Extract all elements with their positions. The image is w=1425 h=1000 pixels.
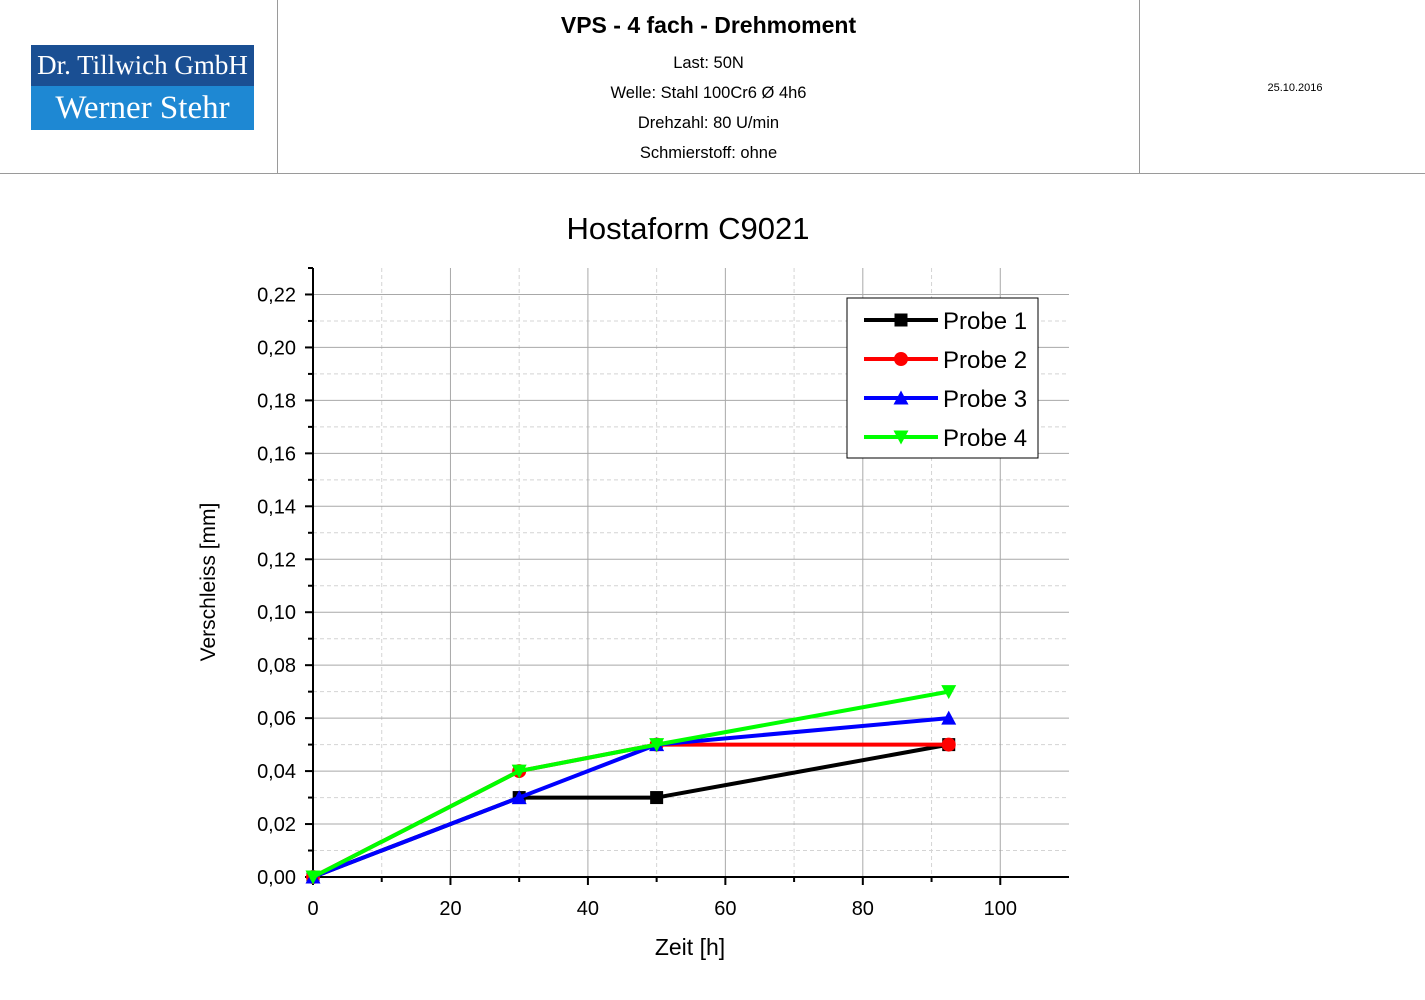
data-point-probe-4	[305, 870, 321, 885]
y-tick-label: 0,02	[257, 814, 296, 836]
data-point-probe-2	[941, 737, 956, 752]
legend-marker-probe-3	[893, 390, 909, 405]
legend-marker-probe-1	[894, 313, 908, 327]
legend-label-probe-1: Probe 1	[943, 308, 1027, 335]
data-point-probe-4	[511, 764, 527, 779]
data-point-probe-3	[941, 710, 957, 725]
legend-label-probe-2: Probe 2	[943, 347, 1027, 374]
report-title: VPS - 4 fach - Drehmoment	[560, 12, 857, 38]
logo-line1: Dr. Tillwich GmbH	[31, 45, 254, 86]
header-divider-right	[1139, 0, 1140, 173]
data-point-probe-1	[650, 791, 664, 805]
y-tick-label: 0,12	[257, 549, 296, 571]
series-line-probe-1	[312, 742, 950, 879]
x-tick-label: 80	[852, 898, 874, 920]
axes: 0 20 40 60 80 100 0,00 0,02 0,04 0,06 0,08 0,10 0,12…	[257, 267, 1069, 920]
x-tick-label: 20	[439, 898, 461, 920]
report-header: Dr. Tillwich GmbH Werner Stehr VPS - 4 f…	[0, 0, 1425, 174]
legend-marker-probe-2	[894, 352, 908, 366]
legend-label-probe-4: Probe 4	[943, 425, 1027, 452]
y-tick-label: 0,16	[257, 443, 296, 465]
y-tick-label: 0,00	[257, 867, 296, 889]
subtitle-load: Last: 50N	[673, 54, 744, 72]
series-line-probe-2	[312, 742, 949, 879]
y-tick-label: 0,18	[257, 390, 296, 412]
logo-line2: Werner Stehr	[31, 86, 254, 130]
series-line-probe-3	[312, 716, 949, 879]
data-point-probe-4	[941, 685, 957, 700]
x-axis-label: Zeit [h]	[655, 934, 725, 960]
x-tick-label: 40	[577, 898, 599, 920]
title-block: VPS - 4 fach - Drehmoment Last: 50N Well…	[278, 0, 1139, 168]
y-tick-label: 0,20	[257, 337, 296, 359]
company-logo: Dr. Tillwich GmbH Werner Stehr	[31, 45, 254, 130]
subtitle-shaft: Welle: Stahl 100Cr6 Ø 4h6	[610, 84, 807, 102]
data-point-probe-4	[649, 738, 665, 753]
y-tick-label: 0,10	[257, 602, 296, 624]
series-line-probe-4	[312, 689, 950, 879]
x-tick-label: 60	[714, 898, 736, 920]
data-point-probe-3	[511, 790, 527, 805]
y-tick-label: 0,06	[257, 708, 296, 730]
y-axis-label: Verschleiss [mm]	[197, 503, 220, 662]
y-tick-label: 0,22	[257, 284, 296, 306]
y-tick-label: 0,08	[257, 655, 296, 677]
x-tick-label: 0	[307, 898, 318, 920]
header-divider-left	[277, 0, 278, 173]
series	[305, 685, 957, 885]
legend: Probe 1 Probe 2 Probe 3 Probe 4	[846, 297, 1039, 459]
subtitle-lubricant: Schmierstoff: ohne	[639, 144, 778, 162]
y-tick-label: 0,14	[257, 496, 296, 518]
y-tick-label: 0,04	[257, 761, 296, 783]
x-tick-label: 100	[984, 898, 1017, 920]
chart-title: Hostaform C9021	[567, 211, 810, 246]
legend-box	[846, 297, 1039, 459]
subtitle-speed: Drehzahl: 80 U/min	[637, 114, 780, 132]
legend-marker-probe-4	[893, 430, 909, 445]
report-date: 25.10.2016	[1267, 82, 1323, 94]
legend-label-probe-3: Probe 3	[943, 386, 1027, 413]
grid	[313, 268, 1069, 877]
